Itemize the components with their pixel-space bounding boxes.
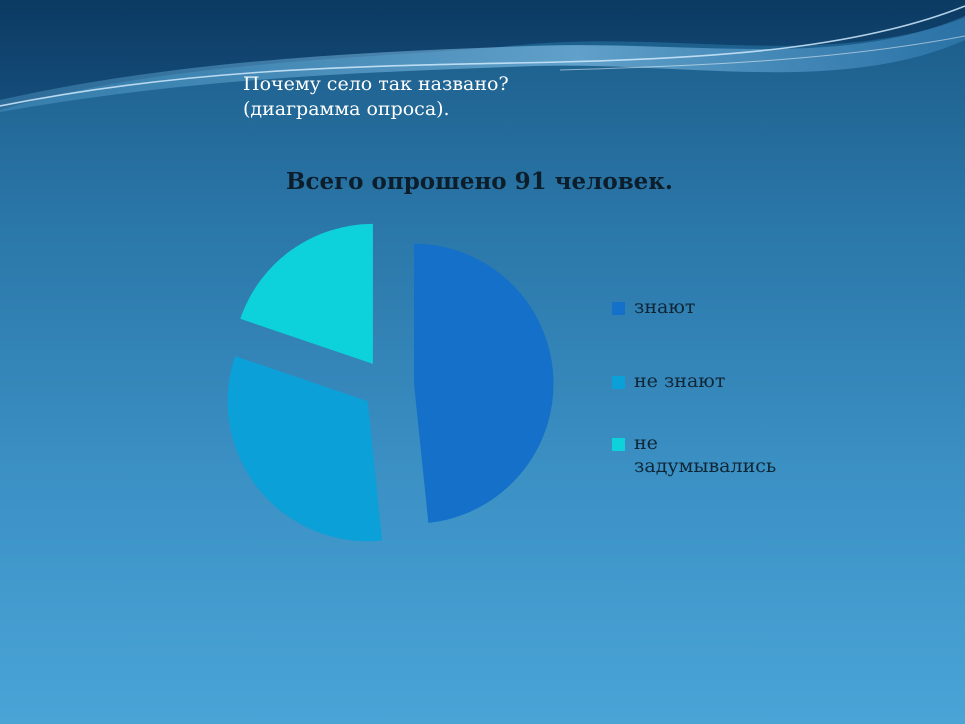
legend-label-ne-znayut: не знают [634,370,726,392]
slide-title: Почему село так названо? (диаграмма опро… [243,72,663,122]
legend-swatch-ne-znayut [612,376,625,389]
pie-slice-znayut [414,243,554,523]
wave-decoration [0,0,965,112]
slide-title-line-2: (диаграмма опроса). [243,98,450,120]
legend-label-ne-zadumyvalis: не задумывались [634,432,777,477]
legend-item-znayut: знают [612,296,802,370]
legend-swatch-znayut [612,302,625,315]
slide-title-line-1: Почему село так названо? [243,73,509,95]
chart-legend: знают не знают не задумывались [612,296,802,478]
legend-swatch-ne-zadumyvalis [612,438,625,451]
pie-slice-ne-zadumyvalis [240,223,373,364]
legend-label-znayut: знают [634,296,696,318]
pie-slice-ne-znayut [227,356,383,542]
chart-title: Всего опрошено 91 человек. [286,168,673,195]
legend-item-ne-zadumyvalis: не задумывались [612,432,802,478]
legend-item-ne-znayut: не знают [612,370,802,432]
